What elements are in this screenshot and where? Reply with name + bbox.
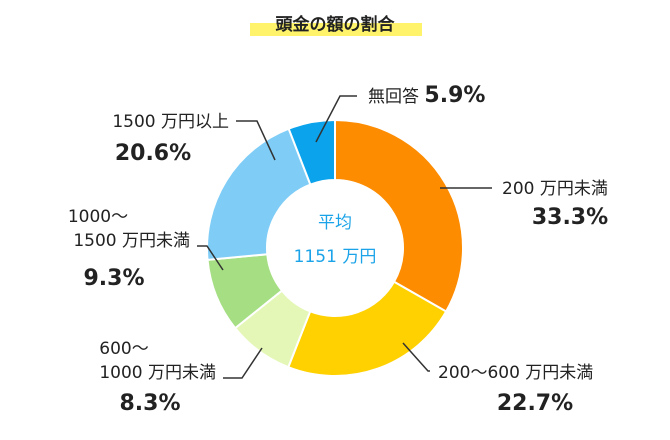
- leader-line-3: [197, 245, 224, 271]
- center-label-line2: 1151 万円: [294, 247, 377, 267]
- center-label-line1: 平均: [318, 213, 352, 233]
- slice-label-2-line-0: 600～: [99, 339, 148, 359]
- slice-5: [287, 118, 336, 186]
- leader-line-2: [223, 347, 263, 379]
- slice-value-4: 20.6%: [115, 141, 191, 166]
- slice-label-3-line-1: 1500 万円未満: [73, 231, 190, 251]
- slice-label-2-line-1: 1000 万円未満: [99, 363, 216, 383]
- donut-slices: [206, 118, 464, 377]
- slice-value-2: 8.3%: [119, 391, 180, 416]
- slice-value-1: 22.7%: [497, 391, 573, 416]
- slice-label-3-line-0: 1000～: [68, 207, 128, 227]
- title-highlight: [250, 23, 422, 36]
- leader-lines: [197, 95, 492, 379]
- slice-label-1-line-0: 200～600 万円未満: [438, 363, 593, 383]
- leader-line-5: [315, 95, 357, 143]
- slice-label-4-line-0: 1500 万円以上: [112, 112, 229, 132]
- slice-labels: 200 万円未満 33.3% 200～600 万円未満 22.7% 600～ 1000 万…: [68, 83, 608, 416]
- leader-line-1: [402, 342, 430, 372]
- slice-label-0-line-0: 200 万円未満: [502, 179, 608, 199]
- slice-label-5: 無回答 5.9%: [368, 83, 485, 108]
- leader-line-4: [236, 120, 276, 161]
- slice-4: [206, 127, 312, 261]
- slice-value-0: 33.3%: [532, 205, 608, 230]
- chart-title: 頭金の額の割合: [276, 14, 396, 35]
- slice-value-3: 9.3%: [83, 266, 144, 291]
- slice-0: [334, 118, 464, 313]
